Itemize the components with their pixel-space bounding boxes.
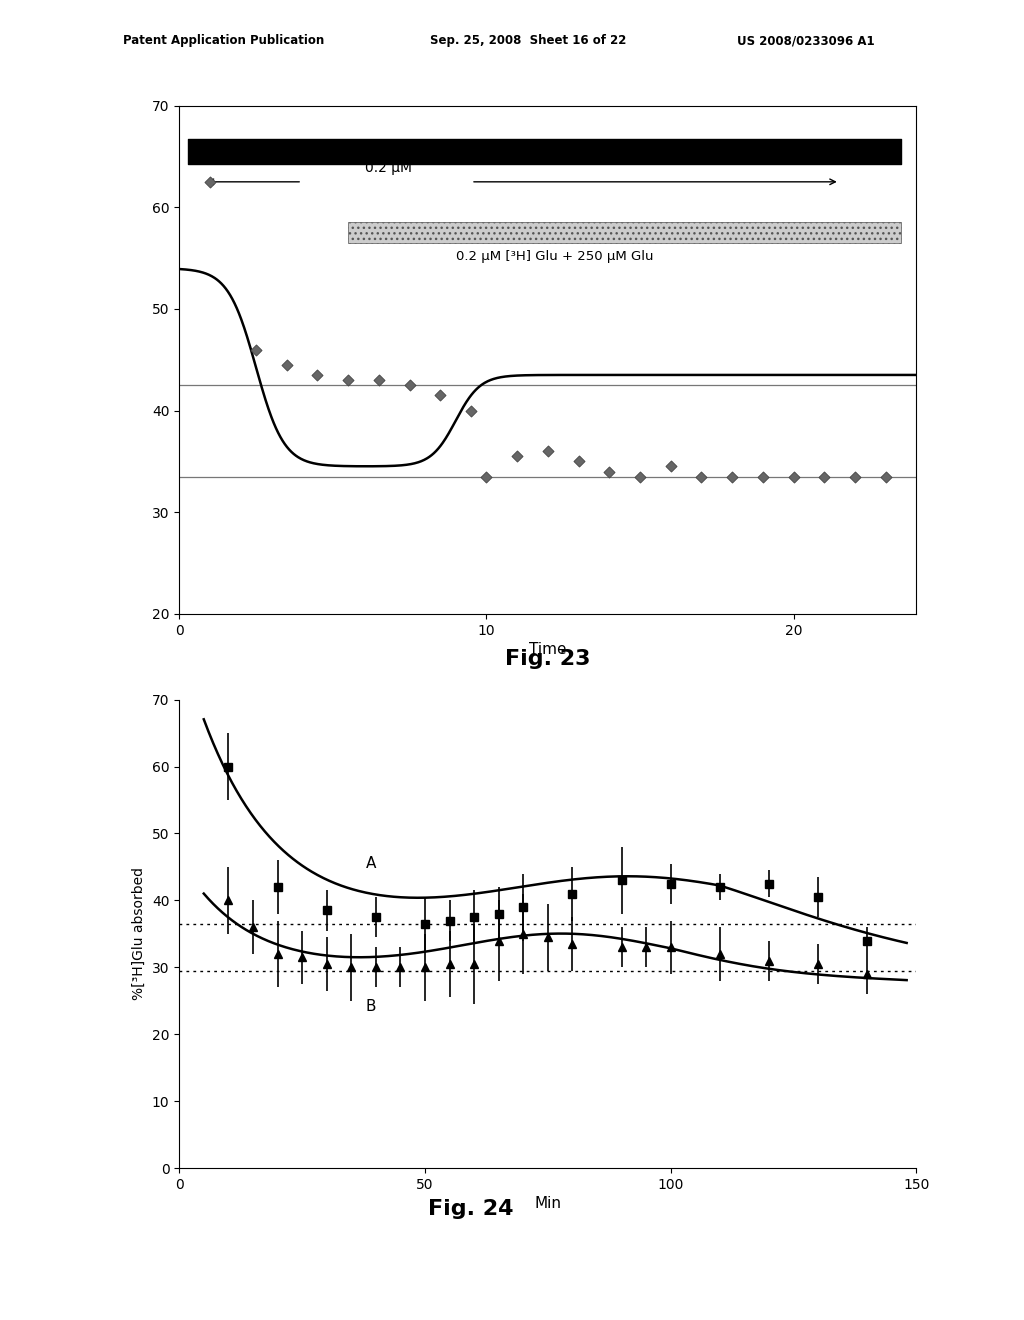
Point bbox=[478, 466, 495, 487]
Text: 0.2 μM: 0.2 μM bbox=[365, 161, 412, 174]
Text: Fig. 24: Fig. 24 bbox=[428, 1199, 514, 1218]
Point bbox=[847, 466, 863, 487]
Point bbox=[663, 455, 679, 477]
Point bbox=[371, 370, 387, 391]
Point bbox=[816, 466, 833, 487]
X-axis label: Min: Min bbox=[535, 1196, 561, 1210]
Point bbox=[202, 172, 218, 193]
Y-axis label: %[³H]Glu absorbed: %[³H]Glu absorbed bbox=[132, 867, 146, 1001]
Text: Patent Application Publication: Patent Application Publication bbox=[123, 34, 325, 48]
Point bbox=[570, 450, 587, 471]
Point bbox=[540, 441, 556, 462]
Point bbox=[724, 466, 740, 487]
X-axis label: Time: Time bbox=[529, 642, 566, 656]
Point bbox=[463, 400, 479, 421]
Point bbox=[309, 364, 326, 385]
Point bbox=[693, 466, 710, 487]
Point bbox=[401, 375, 418, 396]
Point bbox=[785, 466, 802, 487]
Point bbox=[248, 339, 264, 360]
Point bbox=[340, 370, 356, 391]
Bar bbox=[348, 223, 901, 243]
Point bbox=[632, 466, 648, 487]
Point bbox=[509, 446, 525, 467]
Text: 0.2 μM [³H] Glu + 250 μM Glu: 0.2 μM [³H] Glu + 250 μM Glu bbox=[456, 249, 653, 263]
Point bbox=[878, 466, 894, 487]
Text: B: B bbox=[366, 999, 377, 1014]
Text: A: A bbox=[366, 857, 377, 871]
Text: US 2008/0233096 A1: US 2008/0233096 A1 bbox=[737, 34, 874, 48]
Point bbox=[279, 354, 295, 375]
Point bbox=[432, 384, 449, 405]
Point bbox=[601, 461, 617, 482]
Point bbox=[755, 466, 771, 487]
Text: Sep. 25, 2008  Sheet 16 of 22: Sep. 25, 2008 Sheet 16 of 22 bbox=[430, 34, 627, 48]
Text: Fig. 23: Fig. 23 bbox=[505, 649, 591, 669]
